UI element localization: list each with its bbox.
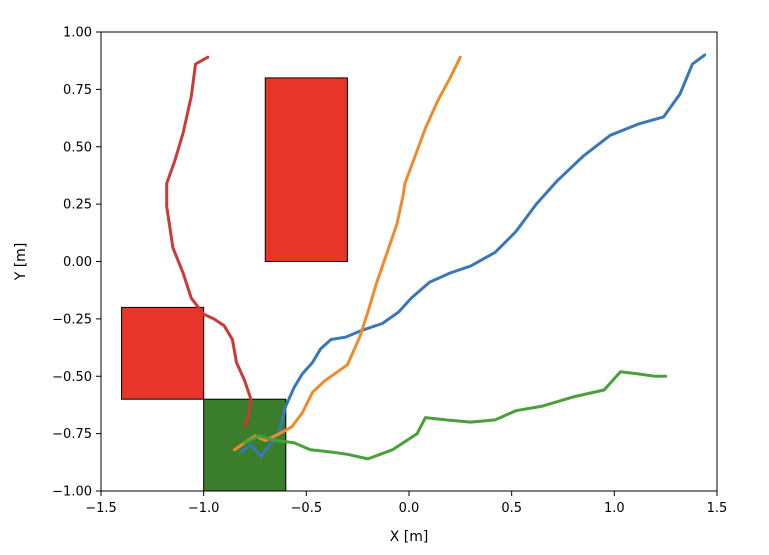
y-tick-label: −0.75	[52, 427, 92, 442]
y-axis-ticks: −1.00 −0.75 −0.50 −0.25 0.00 0.25 0.50 0.75 1.00	[52, 26, 101, 500]
obstacle-left	[121, 306, 205, 400]
series-layer	[165, 53, 707, 461]
obstacle-upper	[264, 77, 348, 263]
y-tick-label: 0.00	[63, 255, 92, 270]
trajectory-4-line	[243, 370, 668, 461]
y-tick-label: 0.25	[63, 198, 92, 213]
x-tick-label: 0.0	[399, 501, 420, 516]
y-tick-label: −0.25	[52, 312, 92, 327]
y-axis-label: Y [m]	[13, 243, 29, 282]
x-tick-label: −0.5	[291, 501, 323, 516]
y-tick-label: 1.00	[63, 26, 92, 41]
start-zone	[203, 398, 287, 492]
trajectory-2-line	[233, 55, 462, 452]
y-tick-label: −1.00	[52, 485, 92, 500]
x-tick-label: −1.5	[85, 501, 117, 516]
x-axis-label: X [m]	[390, 529, 429, 545]
x-axis-ticks: −1.5 −1.0 −0.5 0.0 0.5 1.0 1.5	[85, 491, 727, 516]
x-tick-label: 1.5	[707, 501, 728, 516]
x-tick-label: 1.0	[604, 501, 625, 516]
x-tick-label: 0.5	[501, 501, 522, 516]
trajectory-3-line	[165, 55, 253, 429]
x-tick-label: −1.0	[188, 501, 220, 516]
regions-layer	[121, 77, 348, 492]
y-tick-label: −0.50	[52, 370, 92, 385]
y-tick-label: 0.50	[63, 140, 92, 155]
y-tick-label: 0.75	[63, 83, 92, 98]
trajectory-1-line	[239, 53, 707, 459]
